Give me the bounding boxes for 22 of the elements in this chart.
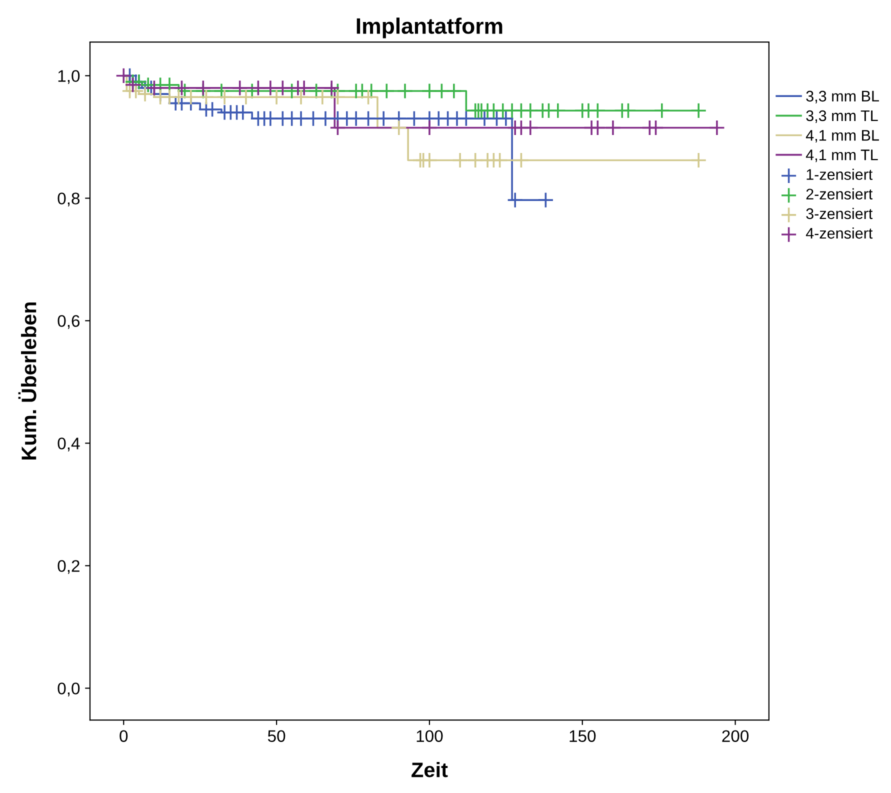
legend-label: 2-zensiert [806, 188, 873, 200]
y-tick-label: 0,0 [58, 682, 80, 696]
legend-label: 3,3 mm TL [806, 110, 878, 123]
legend-label: 3-zensiert [806, 208, 873, 220]
legend-label: 4,1 mm BL [806, 130, 879, 143]
y-tick-label: 0,8 [58, 192, 80, 206]
legend-label: 1-zensiert [806, 168, 873, 180]
x-axis-title: Zeit [412, 762, 448, 778]
legend-label: 4-zensiert [806, 227, 873, 239]
x-tick-label: 150 [570, 730, 596, 742]
y-tick-label: 1,0 [58, 70, 80, 84]
chart-title: Implantatform [356, 18, 502, 38]
y-tick-label: 0,4 [58, 438, 80, 452]
legend-label: 4,1 mm TL [806, 150, 878, 162]
legend-label: 3,3 mm BL [806, 90, 879, 104]
y-tick-label: 0,6 [58, 315, 80, 329]
y-axis-title: Kum. Überleben [18, 302, 36, 460]
y-tick-label: 0,2 [58, 560, 80, 574]
x-tick-label: 50 [268, 730, 286, 742]
x-tick-label: 100 [416, 730, 443, 742]
x-tick-label: 200 [722, 730, 749, 742]
x-tick-label: 0 [120, 730, 128, 742]
